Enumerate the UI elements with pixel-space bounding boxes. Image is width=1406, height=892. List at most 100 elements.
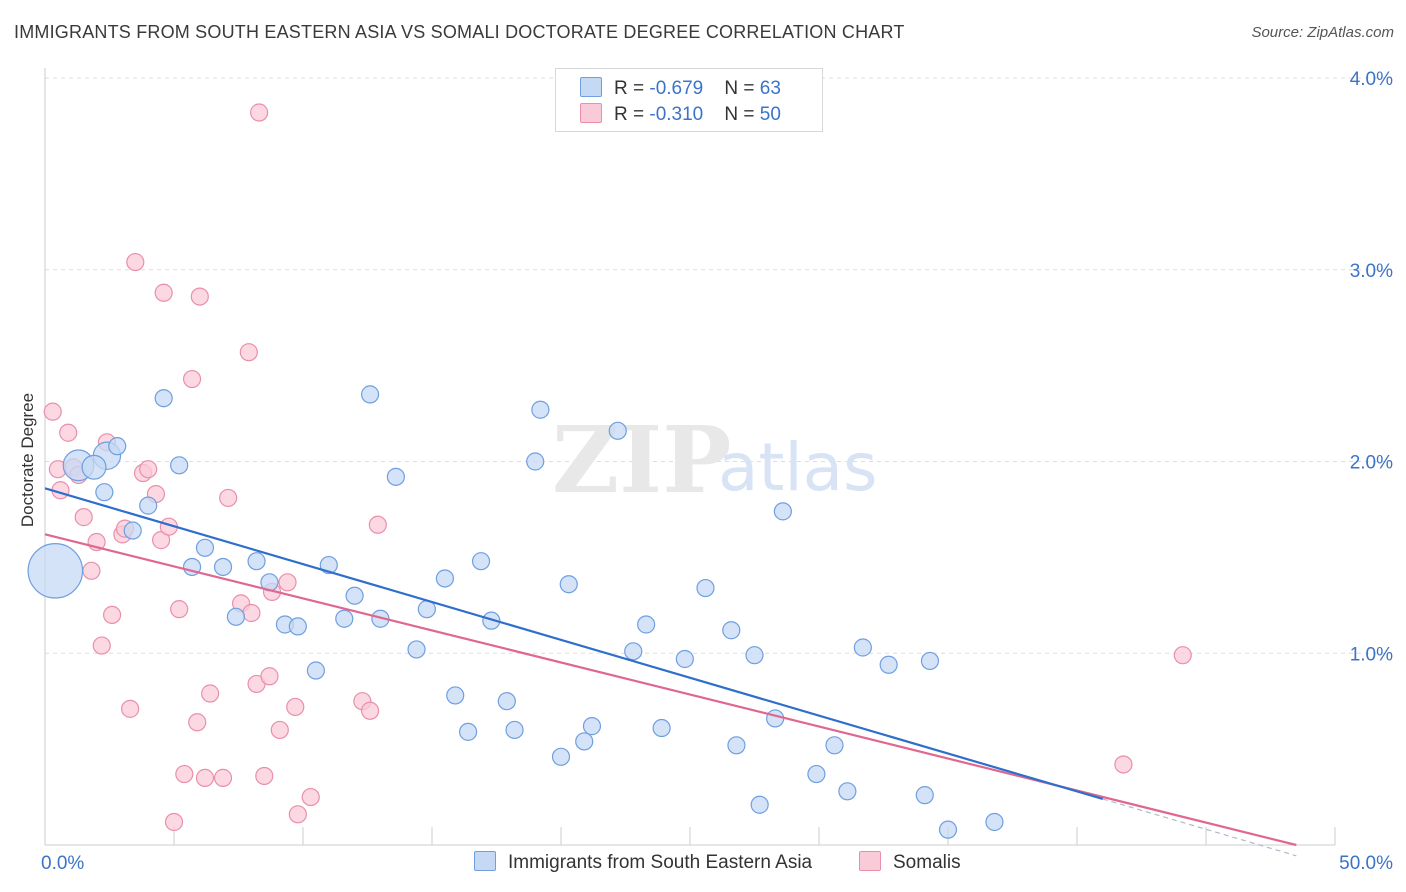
data-point bbox=[121, 699, 140, 718]
data-point bbox=[766, 709, 785, 728]
data-point bbox=[582, 717, 602, 736]
data-point bbox=[637, 615, 656, 634]
y-tick-label: 4.0% bbox=[1350, 69, 1393, 90]
data-point bbox=[82, 561, 101, 580]
data-point bbox=[59, 423, 78, 442]
data-point bbox=[247, 552, 266, 571]
data-point bbox=[1173, 646, 1192, 665]
data-point bbox=[239, 343, 258, 362]
data-point bbox=[459, 722, 478, 741]
data-point bbox=[43, 402, 62, 421]
data-point bbox=[335, 609, 354, 628]
axes bbox=[44, 68, 1336, 846]
data-point bbox=[608, 421, 627, 440]
legend-swatch-pink bbox=[580, 103, 602, 123]
data-point bbox=[123, 521, 142, 540]
data-point bbox=[482, 611, 501, 630]
trend-line-immigrants bbox=[44, 487, 1104, 801]
data-point bbox=[175, 764, 194, 784]
data-point bbox=[727, 736, 746, 755]
legend-row-series2: R = -0.310 N = 50 bbox=[580, 103, 781, 129]
data-point bbox=[345, 586, 364, 605]
data-point bbox=[139, 496, 158, 515]
data-point bbox=[190, 287, 209, 306]
data-point bbox=[368, 515, 387, 534]
data-point bbox=[1114, 755, 1133, 774]
data-point bbox=[164, 812, 184, 832]
data-point bbox=[213, 557, 233, 577]
legend-swatch-blue bbox=[580, 77, 602, 97]
data-point bbox=[195, 538, 215, 557]
data-point bbox=[102, 605, 122, 625]
series-immigrants-se-asia bbox=[27, 385, 1004, 839]
data-point bbox=[696, 578, 715, 598]
data-point bbox=[301, 787, 320, 807]
data-point bbox=[250, 103, 269, 122]
data-point bbox=[242, 603, 261, 623]
data-point bbox=[360, 701, 380, 720]
data-point bbox=[226, 607, 246, 626]
data-point bbox=[95, 483, 114, 502]
data-point bbox=[825, 736, 844, 755]
data-point bbox=[139, 460, 158, 479]
data-point bbox=[360, 385, 380, 404]
legend-n-value: 63 bbox=[759, 78, 781, 99]
data-point bbox=[195, 768, 215, 787]
bottom-legend-label: Immigrants from South Eastern Asia bbox=[508, 852, 813, 873]
data-point bbox=[920, 651, 940, 671]
y-tick-label: 3.0% bbox=[1350, 261, 1393, 282]
data-point bbox=[270, 720, 289, 740]
trend-lines bbox=[44, 487, 1297, 857]
data-point bbox=[286, 697, 305, 717]
legend-n-value: 50 bbox=[759, 104, 781, 125]
chart-title: IMMIGRANTS FROM SOUTH EASTERN ASIA VS SO… bbox=[14, 22, 905, 42]
data-point bbox=[526, 452, 545, 471]
legend-n-label: N = bbox=[724, 104, 760, 125]
data-point bbox=[27, 542, 84, 599]
legend-r-value: -0.679 bbox=[649, 78, 704, 99]
data-point bbox=[154, 389, 173, 408]
data-point bbox=[915, 786, 934, 805]
data-point bbox=[170, 456, 189, 475]
x-tick-label: 50.0% bbox=[1339, 853, 1393, 874]
data-point bbox=[471, 552, 491, 571]
trend-line-extension bbox=[1102, 798, 1297, 857]
zipatlas-watermark: ZIP atlas bbox=[552, 406, 878, 514]
data-point bbox=[505, 720, 524, 740]
source-label: Source: ZipAtlas.com bbox=[1251, 24, 1394, 41]
data-point bbox=[853, 638, 872, 657]
y-tick-label: 2.0% bbox=[1350, 453, 1393, 474]
data-point bbox=[624, 642, 643, 661]
bottom-legend-swatch-pink bbox=[859, 851, 881, 871]
data-point bbox=[838, 782, 857, 801]
data-point bbox=[213, 768, 233, 787]
grid bbox=[45, 77, 1392, 654]
legend-n-label: N = bbox=[724, 78, 760, 99]
data-point bbox=[288, 617, 307, 636]
data-point bbox=[278, 573, 297, 592]
data-point bbox=[108, 437, 127, 456]
bottom-legend-series2: Somalis bbox=[859, 851, 961, 874]
data-point bbox=[288, 805, 307, 824]
data-point bbox=[386, 467, 405, 486]
data-point bbox=[126, 252, 145, 272]
data-point bbox=[81, 454, 107, 480]
data-point bbox=[188, 713, 207, 732]
data-point bbox=[531, 400, 550, 419]
y-tick-label: 1.0% bbox=[1350, 644, 1393, 665]
data-point bbox=[652, 718, 671, 738]
data-point bbox=[551, 747, 571, 766]
data-point bbox=[446, 686, 465, 705]
data-point bbox=[575, 732, 594, 751]
bottom-legend-label: Somalis bbox=[893, 852, 961, 873]
trend-line-somalis bbox=[44, 533, 1297, 847]
bottom-legend-series1: Immigrants from South Eastern Asia bbox=[474, 851, 812, 874]
data-point bbox=[201, 684, 220, 703]
data-point bbox=[559, 575, 578, 594]
data-point bbox=[260, 667, 279, 686]
data-point bbox=[745, 646, 764, 665]
bottom-legend-swatch-blue bbox=[474, 851, 496, 871]
data-point bbox=[773, 502, 792, 521]
data-point bbox=[182, 369, 202, 389]
data-point bbox=[407, 640, 426, 659]
